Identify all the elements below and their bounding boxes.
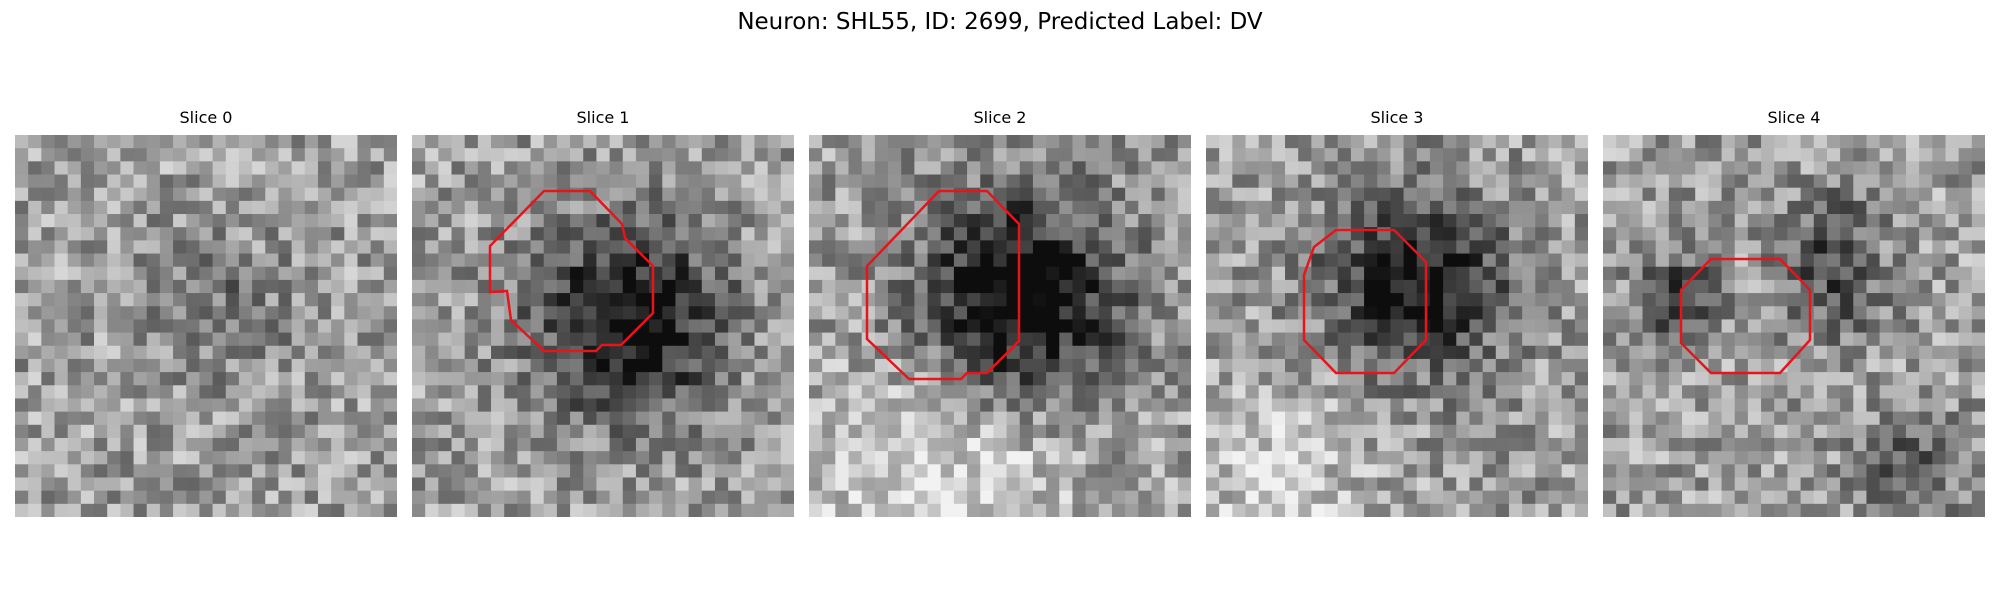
slice-image [809, 135, 1191, 517]
slice-title: Slice 1 [576, 108, 630, 127]
slice-title: Slice 3 [1370, 108, 1424, 127]
roi-contour [1679, 257, 1812, 375]
roi-contour [1302, 228, 1428, 375]
slice-image [412, 135, 794, 517]
slice-image-svg [412, 135, 794, 517]
roi-contour [488, 189, 655, 353]
slice-image-svg [809, 135, 1191, 517]
slice-panel-3: Slice 3 [1206, 108, 1588, 517]
figure-title: Neuron: SHL55, ID: 2699, Predicted Label… [737, 9, 1263, 35]
slice-image [1603, 135, 1985, 517]
slice-image-svg [15, 135, 397, 517]
slice-image [1206, 135, 1588, 517]
slice-image-svg [1206, 135, 1588, 517]
slice-title: Slice 2 [973, 108, 1027, 127]
slice-title: Slice 4 [1767, 108, 1821, 127]
slice-image [15, 135, 397, 517]
slice-title: Slice 0 [179, 108, 233, 127]
slice-panel-2: Slice 2 [809, 108, 1191, 517]
slice-panel-1: Slice 1 [412, 108, 794, 517]
roi-contour [865, 189, 1021, 381]
slice-panel-0: Slice 0 [15, 108, 397, 517]
slice-image-svg [1603, 135, 1985, 517]
slice-panel-4: Slice 4 [1603, 108, 1985, 517]
